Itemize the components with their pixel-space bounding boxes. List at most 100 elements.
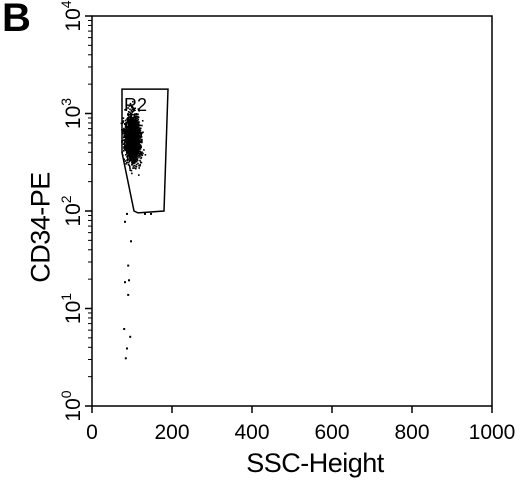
cluster-point — [137, 146, 140, 149]
cluster-point — [124, 109, 126, 111]
cluster-point — [135, 136, 138, 138]
y-tick-label-exponent: 1 — [58, 293, 74, 301]
cluster-point — [124, 132, 127, 134]
cluster-point — [133, 119, 136, 121]
cluster-point — [134, 151, 136, 153]
x-tick-label: 1000 — [469, 421, 516, 444]
x-axis: 0 200 400 600 800 1000 — [86, 406, 515, 444]
cluster-point — [133, 167, 136, 169]
y-tick-label-base: 10 — [62, 8, 85, 31]
cluster-point — [132, 151, 135, 154]
cluster-point — [125, 151, 128, 154]
cluster-point — [129, 167, 131, 170]
cluster-point — [132, 127, 134, 130]
cluster-point — [136, 150, 139, 152]
cluster-point — [125, 148, 128, 151]
cluster-point — [129, 138, 132, 140]
cluster-point — [133, 153, 135, 155]
cluster-point — [134, 157, 137, 159]
cluster-point — [131, 172, 133, 175]
cluster-point — [129, 150, 131, 153]
cluster-point — [136, 145, 138, 148]
cluster-point — [128, 152, 131, 155]
cluster-point — [129, 169, 131, 171]
cluster-point — [136, 134, 139, 137]
cluster-point — [132, 118, 134, 121]
cluster-point — [125, 137, 127, 140]
cluster-point — [129, 135, 132, 137]
cluster-point — [138, 145, 140, 147]
cluster-point — [127, 146, 129, 148]
cluster-point — [129, 140, 132, 142]
cluster-point — [127, 125, 130, 128]
cluster-point — [134, 161, 137, 163]
gate-r2-polygon[interactable] — [121, 88, 169, 214]
cluster-point — [137, 137, 140, 139]
cluster-point — [140, 141, 143, 144]
cluster-point — [123, 135, 125, 138]
cluster-point — [130, 131, 133, 133]
cluster-point — [139, 153, 141, 156]
cluster-point — [132, 129, 135, 131]
cluster-point — [127, 121, 129, 124]
cluster-point — [127, 133, 130, 135]
cluster-point — [137, 134, 140, 136]
cluster-point — [124, 160, 127, 162]
cluster-point — [129, 129, 131, 132]
cluster-point — [125, 163, 127, 165]
cluster-point — [131, 148, 134, 151]
cluster-point — [133, 136, 135, 139]
cluster-point — [140, 134, 142, 137]
cluster-point — [129, 135, 131, 138]
cluster-point — [137, 162, 139, 165]
cluster-point — [128, 155, 131, 158]
cluster-point — [138, 132, 140, 135]
cluster-point — [140, 152, 142, 154]
cluster-point — [126, 138, 128, 140]
cluster-point — [126, 129, 129, 131]
cluster-point — [132, 130, 134, 133]
cluster-point — [138, 167, 140, 169]
cluster-point — [138, 139, 141, 142]
cluster-point — [131, 126, 134, 128]
cluster-point — [132, 139, 134, 141]
cluster-point — [142, 131, 144, 134]
cluster-point — [126, 161, 129, 164]
cluster-point — [129, 143, 131, 146]
cluster-point — [132, 100, 134, 103]
cluster-point — [130, 112, 133, 115]
cluster-point — [133, 156, 135, 158]
cluster-point — [127, 127, 130, 129]
cluster-point — [123, 141, 126, 143]
cluster-point — [127, 161, 130, 164]
cluster-point — [128, 105, 131, 107]
cluster-point — [139, 141, 142, 143]
cluster-point — [137, 125, 139, 127]
cluster-point — [140, 161, 143, 164]
cluster-point — [132, 135, 135, 138]
cluster-point — [133, 126, 135, 129]
x-tick-label: 600 — [314, 421, 349, 444]
cluster-point — [128, 164, 131, 167]
cluster-point — [129, 148, 131, 150]
cluster-point — [132, 165, 135, 167]
cluster-point — [141, 151, 143, 153]
cluster-point — [140, 146, 142, 148]
cluster-point — [134, 127, 136, 130]
cluster-point — [124, 145, 127, 148]
cluster-point — [125, 147, 128, 149]
cluster-point — [132, 161, 134, 163]
cluster-point — [123, 142, 126, 145]
cluster-point — [128, 128, 130, 131]
cluster-point — [124, 126, 127, 129]
cluster-point — [142, 152, 144, 155]
cluster-point — [138, 110, 140, 112]
cluster-point — [135, 122, 137, 125]
cluster-point — [139, 150, 141, 153]
cluster-point — [125, 125, 127, 127]
cluster-point — [129, 146, 131, 149]
cluster-point — [123, 132, 125, 134]
cluster-point — [130, 158, 133, 161]
cluster-point — [127, 148, 129, 150]
cluster-point — [130, 136, 132, 139]
